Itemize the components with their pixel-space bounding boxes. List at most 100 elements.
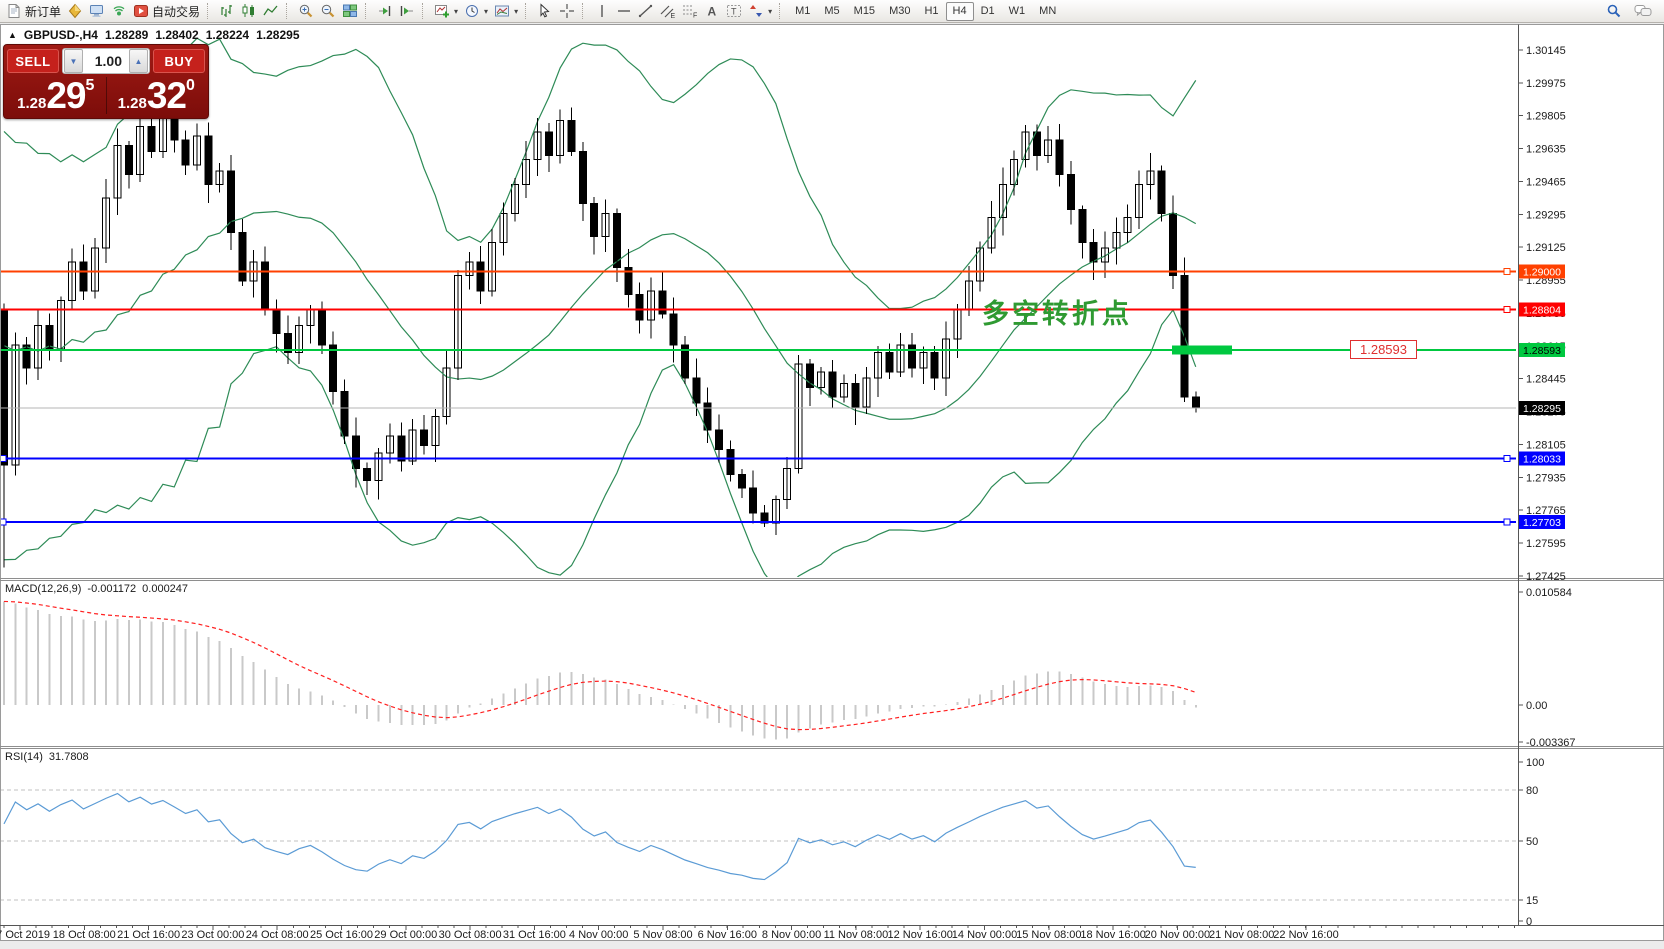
sell-price-prefix: 1.28 <box>17 95 47 112</box>
autotrading-icon <box>133 3 149 19</box>
zoom-out-button[interactable] <box>317 1 339 22</box>
autotrading-button[interactable]: 自动交易 <box>130 1 203 22</box>
template-chart-icon <box>494 3 510 19</box>
collapse-marker-icon[interactable]: ▲ <box>8 30 17 40</box>
periods-clock-icon <box>464 3 480 19</box>
new-order-button[interactable]: 新订单 <box>3 1 64 22</box>
timeframe-button-m1[interactable]: M1 <box>795 4 811 17</box>
svg-text:1.29635: 1.29635 <box>1526 144 1566 156</box>
volume-increase-button[interactable]: ▲ <box>129 49 148 73</box>
text-label-button[interactable]: T <box>723 1 745 22</box>
signal-icon <box>111 3 127 19</box>
svg-text:22 Nov 16:00: 22 Nov 16:00 <box>1273 929 1338 941</box>
dropdown-caret-icon[interactable]: ▾ <box>454 6 459 16</box>
dropdown-caret-icon[interactable]: ▾ <box>484 6 489 16</box>
horizontal-line-button[interactable] <box>613 1 635 22</box>
periods-button[interactable]: ▾ <box>461 1 491 22</box>
fibonacci-icon: F <box>682 3 698 19</box>
price-callout-label[interactable]: 1.28593 <box>1350 340 1417 360</box>
trade-level-highlight <box>1172 345 1232 355</box>
zoom-in-button[interactable] <box>295 1 317 22</box>
sell-price-big: 29 <box>46 75 86 116</box>
svg-text:-0.003367: -0.003367 <box>1526 737 1576 749</box>
chart-shift-button[interactable] <box>396 1 418 22</box>
vertical-line-button[interactable] <box>591 1 613 22</box>
add-indicator-icon <box>434 3 450 19</box>
macd-indicator-label: MACD(12,26,9) -0.001172 0.000247 <box>5 583 188 595</box>
timeframe-button-m5[interactable]: M5 <box>824 4 840 17</box>
macd-value: -0.001172 <box>87 583 137 595</box>
svg-text:18 Oct 08:00: 18 Oct 08:00 <box>53 929 116 941</box>
svg-text:31 Oct 16:00: 31 Oct 16:00 <box>503 929 566 941</box>
arrows-button[interactable]: ▾ <box>745 1 775 22</box>
timeframe-button-h1[interactable]: H1 <box>924 4 939 17</box>
text-button[interactable]: A <box>701 1 723 22</box>
fibonacci-button[interactable]: F <box>679 1 701 22</box>
timeframe-button-h4[interactable]: H4 <box>945 1 974 21</box>
sell-price-display[interactable]: 1.28 29 5 <box>6 77 107 114</box>
rsi-name: RSI(14) <box>5 751 43 763</box>
ohlc-open: 1.28289 <box>104 28 149 42</box>
timeframe-button-m15[interactable]: M15 <box>853 4 876 17</box>
timeframe-button-mn[interactable]: MN <box>1039 4 1057 17</box>
toolbar-separator <box>582 3 587 19</box>
dropdown-caret-icon[interactable]: ▾ <box>514 6 519 16</box>
timeframe-button-d1[interactable]: D1 <box>980 4 995 17</box>
chat-button[interactable] <box>1631 1 1655 22</box>
horizontal-level-lines[interactable] <box>0 267 1516 526</box>
trendline-button[interactable] <box>635 1 657 22</box>
crosshair-button[interactable] <box>556 1 578 22</box>
svg-text:F: F <box>693 13 697 20</box>
toolbar-separator <box>422 3 427 19</box>
indicators-button[interactable]: ▾ <box>431 1 461 22</box>
svg-text:14 Nov 00:00: 14 Nov 00:00 <box>952 929 1017 941</box>
svg-text:1.28105: 1.28105 <box>1526 439 1566 451</box>
horizontal-line-icon <box>616 3 632 19</box>
svg-text:8 Nov 00:00: 8 Nov 00:00 <box>762 929 821 941</box>
main-toolbar: 新订单 自动交易 ▾ ▾ ▾ E F A T ▾ M1 M5 M15 M30 H1 H4 D1 W1 MN <box>0 0 1664 23</box>
auto-scroll-button[interactable] <box>374 1 396 22</box>
svg-text:30 Oct 08:00: 30 Oct 08:00 <box>439 929 502 941</box>
timeframe-button-w1[interactable]: W1 <box>1008 4 1026 17</box>
text-label-icon: T <box>726 3 742 19</box>
volume-decrease-button[interactable]: ▼ <box>64 49 83 73</box>
signals-button[interactable] <box>108 1 130 22</box>
tile-windows-button[interactable] <box>339 1 361 22</box>
sell-button[interactable]: SELL <box>7 49 59 73</box>
search-button[interactable] <box>1603 1 1625 22</box>
ohlc-close: 1.28295 <box>256 28 300 42</box>
buy-price-display[interactable]: 1.28 32 0 <box>107 77 207 114</box>
svg-text:21 Nov 08:00: 21 Nov 08:00 <box>1209 929 1274 941</box>
rsi-value: 31.7808 <box>48 751 89 763</box>
svg-text:6 Nov 16:00: 6 Nov 16:00 <box>698 929 757 941</box>
svg-text:1.28033: 1.28033 <box>1523 453 1561 465</box>
svg-text:25 Oct 16:00: 25 Oct 16:00 <box>310 929 373 941</box>
bar-chart-button[interactable] <box>216 1 238 22</box>
svg-text:1.27935: 1.27935 <box>1526 472 1566 484</box>
svg-text:1.27425: 1.27425 <box>1526 571 1566 583</box>
svg-text:1.30145: 1.30145 <box>1526 45 1566 57</box>
line-chart-icon <box>263 3 279 19</box>
macd-signal-value: 0.000247 <box>142 583 189 595</box>
toolbar-separator <box>779 3 784 19</box>
equidistant-channel-button[interactable]: E <box>657 1 679 22</box>
svg-text:1.27595: 1.27595 <box>1526 538 1566 550</box>
rsi-pane <box>0 789 1516 901</box>
candlestick-chart-button[interactable] <box>238 1 260 22</box>
terminal-button[interactable] <box>86 1 108 22</box>
dropdown-caret-icon[interactable]: ▾ <box>768 6 773 16</box>
gold-diamond-button[interactable] <box>64 1 86 22</box>
bar-chart-icon <box>219 3 235 19</box>
line-chart-button[interactable] <box>260 1 282 22</box>
cursor-button[interactable] <box>534 1 556 22</box>
volume-input[interactable]: 1.00 <box>94 53 122 69</box>
timeframe-button-m30[interactable]: M30 <box>889 4 911 17</box>
buy-button[interactable]: BUY <box>153 49 205 73</box>
macd-histogram <box>3 601 1197 740</box>
crosshair-icon <box>559 3 575 19</box>
templates-button[interactable]: ▾ <box>491 1 521 22</box>
price-axis-tags: 1.29000 1.28804 1.28593 1.28295 1.28033 1.277… <box>1519 264 1565 530</box>
svg-text:1.27765: 1.27765 <box>1526 505 1566 517</box>
